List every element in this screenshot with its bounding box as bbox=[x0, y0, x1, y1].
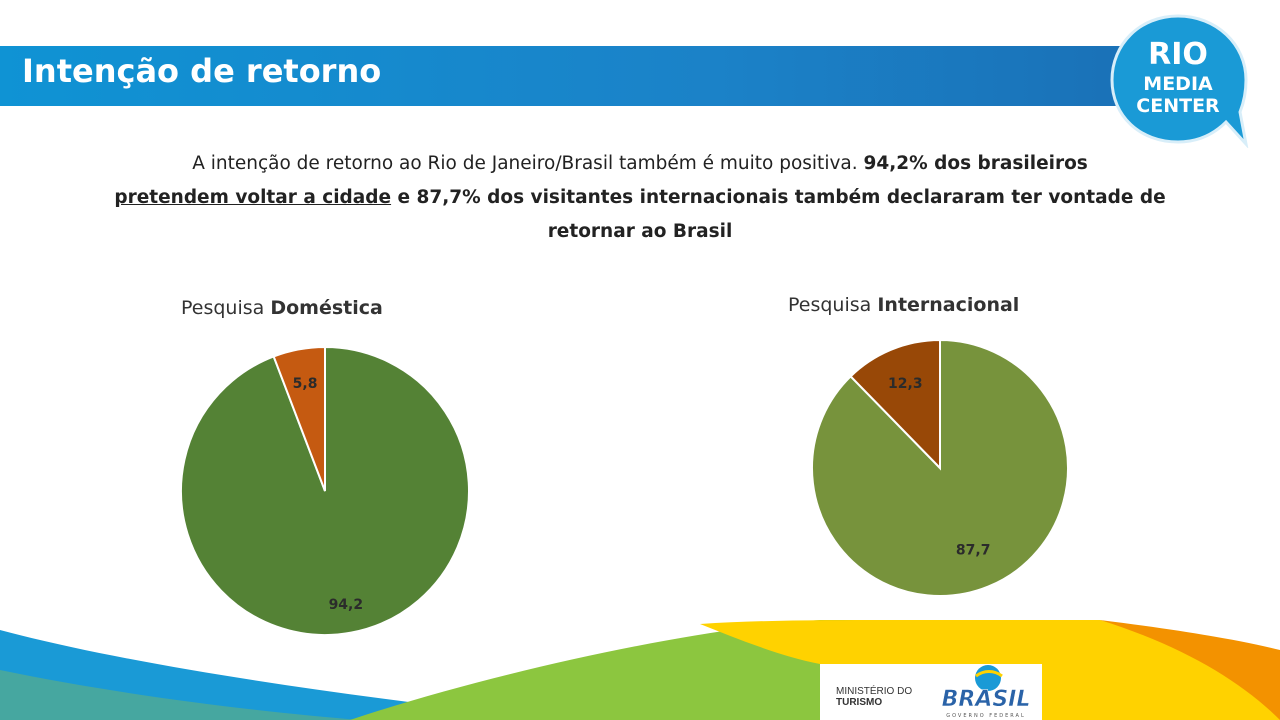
pie-slice-1-1 bbox=[849, 338, 941, 471]
chart-title-domestic-prefix: Pesquisa bbox=[181, 297, 271, 319]
logo-line-1: RIO bbox=[1148, 37, 1208, 72]
pie-data-label-0-0: 94,2 bbox=[329, 597, 364, 613]
pie-data-label-1-0: 87,7 bbox=[956, 543, 991, 559]
pie-slice-0-1 bbox=[272, 345, 326, 492]
rio-media-center-logo: RIO MEDIA CENTER bbox=[1110, 14, 1249, 148]
chart-title-domestic: Pesquisa Doméstica bbox=[181, 297, 383, 319]
intro-highlight-brazilians: 94,2% dos brasileiros bbox=[863, 153, 1088, 174]
pie-data-label-0-1: 5,8 bbox=[293, 376, 318, 392]
chart-title-international-prefix: Pesquisa bbox=[788, 294, 878, 316]
pie-chart-international: 87,7 12,3 bbox=[811, 338, 1069, 597]
pie-chart-domestic: 94,2 5,8 bbox=[180, 345, 470, 636]
logo-line-2: MEDIA bbox=[1143, 73, 1213, 95]
title-bar: Intenção de retorno bbox=[0, 46, 1185, 106]
chart-title-domestic-bold: Doméstica bbox=[270, 297, 383, 319]
logo-line-3: CENTER bbox=[1136, 95, 1220, 117]
page-title: Intenção de retorno bbox=[22, 52, 382, 90]
intro-text-1: A intenção de retorno ao Rio de Janeiro/… bbox=[192, 153, 864, 174]
chart-title-international-bold: Internacional bbox=[877, 294, 1020, 316]
governo-federal-text: GOVERNO FEDERAL bbox=[946, 713, 1026, 719]
brasil-governo-federal-logo: BRASIL GOVERNO FEDERAL bbox=[941, 665, 1031, 719]
intro-underlined-text: pretendem voltar a cidade bbox=[114, 187, 392, 208]
chart-title-international: Pesquisa Internacional bbox=[788, 294, 1019, 316]
footer-decoration bbox=[0, 620, 1280, 720]
brasil-wordmark: BRASIL bbox=[942, 687, 1031, 712]
intro-text-2: e 87,7% dos visitantes internacionais ta… bbox=[391, 187, 1166, 242]
ministry-line-2: TURISMO bbox=[836, 697, 883, 708]
ministry-logo: MINISTÉRIO DO TURISMO bbox=[836, 686, 912, 708]
intro-paragraph: A intenção de retorno ao Rio de Janeiro/… bbox=[90, 147, 1190, 249]
pie-data-label-1-1: 12,3 bbox=[888, 376, 923, 392]
ministry-line-1: MINISTÉRIO DO bbox=[836, 686, 913, 697]
